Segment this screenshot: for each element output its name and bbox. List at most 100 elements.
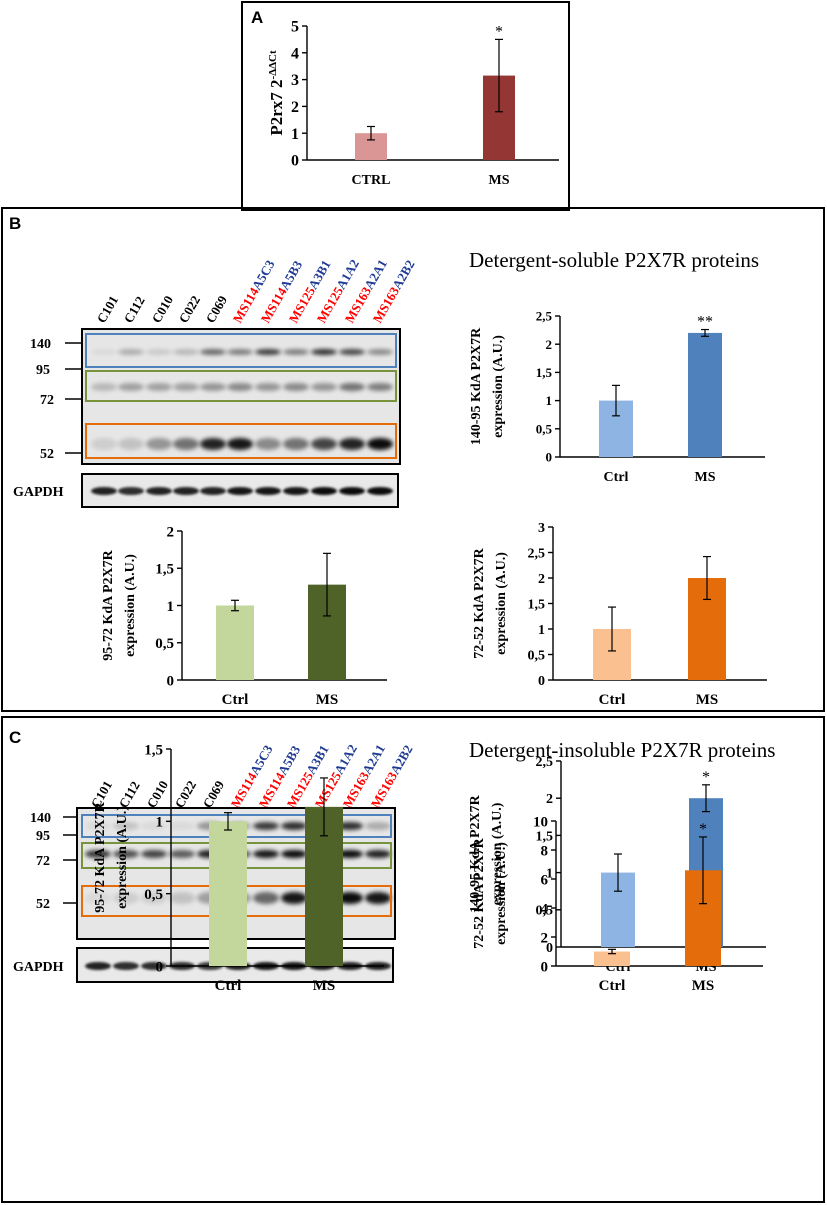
tick-label: 2 [546, 337, 553, 352]
bands-b [91, 349, 393, 450]
tick-label: 0 [541, 959, 549, 975]
category-label: Ctrl [599, 978, 626, 994]
blot-band [146, 438, 172, 450]
panel-c-letter: C [9, 728, 21, 747]
tick-label: 0 [546, 450, 553, 465]
tick-label: 1 [538, 623, 545, 638]
blot-band [311, 438, 337, 450]
blot-band [146, 487, 172, 495]
tick-label: 2 [541, 930, 549, 946]
blot-band [281, 892, 307, 904]
blot-band [227, 487, 253, 495]
blot-band [367, 438, 393, 450]
chart-b3: 0 0,5 1 1,5 2 2,5 3 Ctrl MS 72-52 KdA P2X7R expres… [472, 521, 767, 708]
lane-label: C112 [116, 779, 143, 811]
gapdh-bands-b [91, 487, 393, 495]
band-box-95-72 [85, 370, 397, 402]
tick-label: 1 [546, 393, 553, 408]
significance-marker: * [702, 769, 710, 786]
blot-band [253, 822, 279, 830]
tick-label: 0 [167, 673, 175, 689]
blot-band [227, 438, 253, 450]
chart-b2: 0 0,5 1 1,5 2 Ctrl MS 95-72 KdA P2X7R expression… [101, 524, 387, 708]
tick-label: 8 [541, 843, 549, 859]
tick-label: 1 [156, 815, 164, 831]
category-label: Ctrl [604, 470, 629, 485]
significance-marker: ** [697, 314, 713, 331]
lane-label: C069 [200, 778, 228, 811]
panel-a-letter: A [251, 8, 263, 27]
panel-b-title: Detergent-soluble P2X7R proteins [469, 248, 759, 272]
blot-band [173, 349, 199, 355]
bar-ctrl [216, 605, 254, 680]
y-axis-label: expression (A.U.) [123, 554, 138, 657]
blot-band [85, 850, 111, 858]
blot-band [339, 383, 365, 391]
tick-label: 0,5 [155, 636, 174, 652]
panel-b-frame [1, 207, 825, 712]
tick-label: 3 [291, 72, 299, 89]
lane-label: C022 [176, 293, 203, 326]
marker-label: 140 [30, 811, 51, 826]
category-label: MS [696, 692, 719, 708]
blot-band [85, 892, 111, 904]
tick-label: 0 [538, 674, 545, 689]
blot-band [367, 383, 393, 391]
lane-labels-c: C101 C112 C010 C022 C069 MS114A5C3 MS114… [88, 742, 416, 811]
y-axis-label: 140-95 KdA P2X7R [468, 794, 483, 912]
lane-label: C069 [203, 293, 231, 326]
charts: 0 1 2 3 4 5 CTRL * MS P2rx7 2-ΔΔCt 0 0,5 1 1,5 2 2,5 Ctr… [93, 19, 767, 994]
category-label: Ctrl [222, 692, 249, 708]
tick-label: 2,5 [536, 755, 554, 770]
blot-band [85, 962, 111, 970]
y-axis-label: expression (A.U.) [115, 806, 130, 909]
blot-band [91, 349, 117, 355]
blot-band [113, 962, 139, 970]
blot-band [281, 822, 307, 830]
tick-label: 2 [291, 99, 299, 116]
lane-label: C022 [172, 778, 199, 811]
category-label: MS [692, 978, 715, 994]
bar-ms [688, 332, 722, 457]
category-label: Ctrl [599, 692, 626, 708]
blot-band [118, 383, 144, 391]
blot-band [91, 438, 117, 450]
bar-ctrl [594, 951, 630, 966]
tick-label: 1 [291, 126, 299, 143]
blot-band [227, 383, 253, 391]
blot-band [85, 822, 111, 830]
gapdh-label: GAPDH [13, 485, 64, 500]
tick-label: 2 [546, 792, 553, 807]
panel-a-frame [241, 1, 570, 211]
marker-label: 95 [36, 829, 50, 844]
band-box-140-95 [85, 333, 397, 368]
lane-labels-b: C101 C112 C010 C022 C069 MS114A5C3 MS114… [94, 257, 418, 326]
blot-band [169, 850, 195, 858]
blot-band [200, 383, 226, 391]
chart-a: 0 1 2 3 4 5 CTRL * MS P2rx7 2-ΔΔCt [267, 19, 559, 188]
marker-label: 52 [36, 897, 50, 912]
tick-label: 2,5 [528, 546, 546, 561]
blot-band [113, 850, 139, 858]
tick-label: 3 [538, 521, 545, 536]
blot-band [255, 349, 281, 355]
tick-label: 0,5 [536, 904, 554, 919]
y-axis-label: expression (A.U.) [490, 802, 505, 905]
blot-band [311, 487, 337, 495]
chart-c2: 0 0,5 1 1,5 Ctrl MS 95-72 KdA P2X7R expression … [93, 742, 384, 994]
y-axis-label: 95-72 KdA P2X7R [93, 801, 108, 912]
chart-b1: 0 0,5 1 1,5 2 2,5 Ctrl ** MS 140-95 KdA P2X7R expr… [469, 309, 765, 485]
blot-band [173, 383, 199, 391]
blot-band [118, 487, 144, 495]
blot-band [367, 349, 393, 355]
blot-band [337, 850, 363, 858]
tick-label: 0 [546, 941, 553, 956]
marker-label: 72 [40, 393, 54, 408]
blot-band [118, 349, 144, 355]
blot-band [365, 822, 391, 830]
blot-band [339, 487, 365, 495]
blot-band [200, 438, 226, 450]
